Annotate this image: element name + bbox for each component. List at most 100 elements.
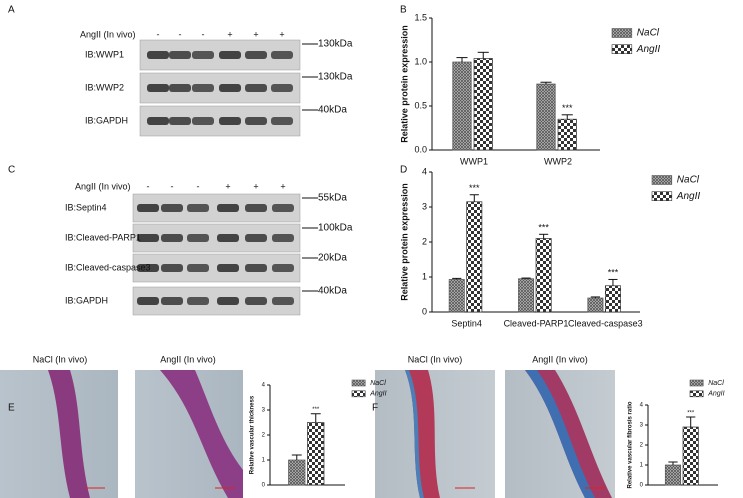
error-bar [540, 81, 552, 84]
y-axis-label: Relative protein expression [399, 183, 409, 301]
blot-band [245, 204, 267, 212]
blot-header: AngII (In vivo) [80, 29, 136, 39]
y-tick-label: 0 [422, 306, 427, 316]
blot-band [161, 264, 183, 272]
error-bar [291, 454, 302, 460]
treatment-sign: + [227, 29, 232, 39]
y-axis-label: Relative vascular fibrosis ratio [628, 401, 634, 488]
legend-label: NaCl [677, 175, 700, 186]
significance-label: *** [538, 222, 549, 232]
y-tick-label: 3 [262, 408, 266, 414]
y-tick-label: 0.5 [414, 100, 427, 110]
marker-label: 100kDa [318, 223, 353, 234]
blot-band [169, 84, 191, 92]
legend-label: AngII [636, 44, 661, 55]
blot-band [245, 297, 267, 305]
bar [535, 238, 552, 313]
error-bar [561, 114, 573, 120]
bar [557, 118, 577, 151]
blot-band [192, 117, 214, 125]
bar [452, 61, 472, 151]
blot-band [217, 204, 239, 212]
treatment-sign: - [197, 181, 200, 191]
error-bar [477, 51, 489, 59]
blot-band [161, 234, 183, 242]
marker-label: 55kDa [318, 193, 347, 204]
image-caption: NaCl (In vivo) [33, 354, 88, 364]
legend-swatch [689, 379, 704, 387]
y-tick-label: 2 [640, 443, 644, 449]
blot-row-label: IB:Cleaved-PARP1 [65, 232, 141, 242]
x-tick-label: Cleaved-PARP1 [504, 318, 569, 328]
bar [664, 464, 682, 486]
blot-band [187, 264, 209, 272]
legend-label: NaCl [637, 28, 660, 39]
bar [536, 83, 556, 151]
error-bar [521, 277, 531, 279]
blot-band [161, 204, 183, 212]
blot-band [219, 117, 241, 125]
blot-band [219, 84, 241, 92]
bar [307, 422, 325, 486]
panel-letter: B [400, 5, 407, 16]
treatment-sign: - [171, 181, 174, 191]
significance-label: *** [562, 103, 573, 113]
x-tick-label: Septin4 [451, 318, 482, 328]
y-tick-label: 1 [422, 271, 427, 281]
marker-label: 130kDa [318, 72, 353, 83]
treatment-sign: + [279, 29, 284, 39]
legend-swatch [351, 390, 366, 398]
blot-band [245, 84, 267, 92]
blot-band [245, 234, 267, 242]
blot-band [169, 51, 191, 59]
y-tick-label: 0.0 [414, 144, 427, 154]
y-tick-label: 4 [262, 383, 266, 389]
error-bar [668, 461, 678, 465]
blot-header: AngII (In vivo) [75, 181, 131, 191]
blot-band [271, 117, 293, 125]
y-axis-label: Relative vascular thickness [250, 395, 256, 474]
blot-band [137, 204, 159, 212]
panel-letter: E [8, 403, 15, 414]
blot-band [217, 297, 239, 305]
marker-label: 40kDa [318, 105, 347, 116]
blot-row-label: IB:GAPDH [85, 115, 128, 125]
y-tick-label: 2 [262, 433, 266, 439]
image-caption: AngII (In vivo) [160, 354, 216, 364]
blot-band [137, 264, 159, 272]
y-axis-label: Relative protein expression [399, 25, 409, 143]
error-bar [590, 296, 600, 298]
bar [518, 278, 535, 313]
blot-band [137, 234, 159, 242]
blot-band [217, 264, 239, 272]
blot-row-label: IB:WWP2 [85, 82, 124, 92]
y-tick-label: 0 [640, 483, 644, 489]
y-tick-label: 4 [422, 166, 427, 176]
blot-band [245, 117, 267, 125]
treatment-sign: + [253, 29, 258, 39]
blot-band [187, 234, 209, 242]
error-bar [310, 413, 321, 423]
blot-band [272, 264, 294, 272]
legend-label: AngII [676, 191, 701, 202]
treatment-sign: + [253, 181, 258, 191]
y-tick-label: 1 [262, 458, 266, 464]
blot-band [272, 297, 294, 305]
legend-swatch [351, 379, 366, 387]
y-tick-label: 3 [640, 423, 644, 429]
treatment-sign: - [157, 29, 160, 39]
blot-band [161, 297, 183, 305]
x-tick-label: WWP2 [544, 156, 572, 166]
blot-row-label: IB:Septin4 [65, 202, 107, 212]
treatment-sign: + [225, 181, 230, 191]
blot-band [147, 117, 169, 125]
blot-band [245, 264, 267, 272]
panel-letter: A [8, 5, 15, 16]
marker-label: 130kDa [318, 39, 353, 50]
blot-band [169, 117, 191, 125]
blot-band [187, 297, 209, 305]
legend-swatch [611, 28, 633, 38]
treatment-sign: - [202, 29, 205, 39]
treatment-sign: - [147, 181, 150, 191]
